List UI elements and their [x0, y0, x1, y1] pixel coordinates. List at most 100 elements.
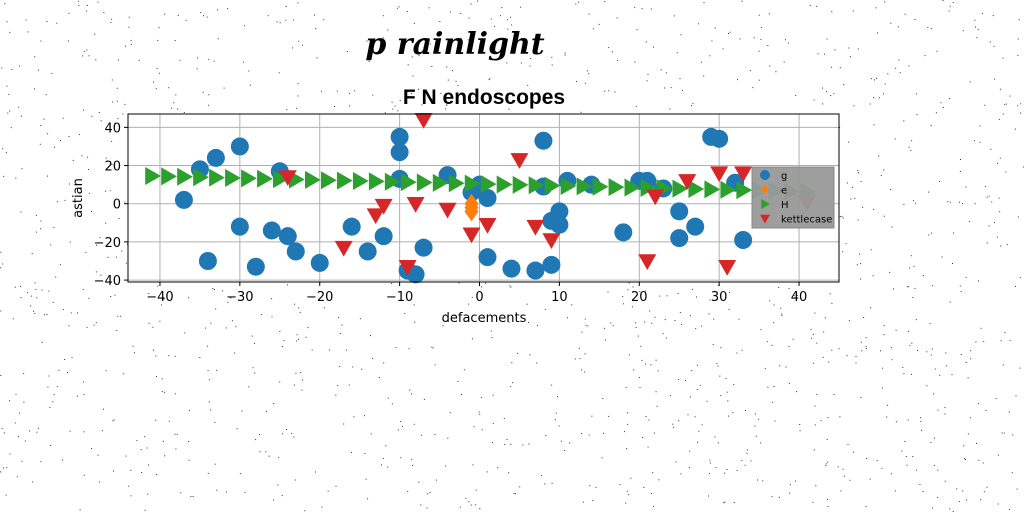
noise-dot: [48, 375, 50, 377]
noise-dot: [259, 434, 260, 436]
noise-dot: [651, 493, 653, 494]
noise-dot: [116, 87, 118, 89]
noise-dot: [88, 55, 90, 57]
noise-dot: [647, 446, 649, 448]
point-H: [720, 180, 737, 199]
noise-dot: [634, 61, 636, 63]
noise-dot: [645, 290, 647, 292]
noise-dot: [903, 373, 905, 375]
noise-dot: [265, 451, 267, 453]
noise-dot: [225, 491, 227, 493]
noise-dot: [3, 175, 5, 177]
noise-dot: [105, 222, 107, 224]
noise-dot: [197, 57, 198, 59]
noise-dot: [91, 115, 93, 117]
point-H: [161, 167, 177, 186]
noise-dot: [894, 490, 896, 492]
noise-dot: [760, 329, 762, 331]
noise-dot: [760, 442, 762, 444]
noise-dot: [520, 62, 522, 64]
noise-dot: [585, 324, 587, 326]
noise-dot: [974, 203, 976, 205]
noise-dot: [23, 373, 25, 375]
point-H: [608, 178, 625, 197]
noise-dot: [528, 322, 529, 323]
noise-dot: [348, 92, 350, 94]
noise-dot: [927, 27, 929, 28]
noise-dot: [207, 472, 209, 474]
point-e: [464, 201, 479, 222]
noise-dot: [778, 496, 780, 498]
y-tick-label: 0: [113, 198, 121, 213]
noise-dot: [828, 361, 830, 363]
point-kettlecase: [734, 166, 753, 183]
noise-dot: [895, 329, 897, 331]
noise-dot: [215, 308, 217, 310]
noise-dot: [764, 367, 766, 369]
noise-dot: [632, 286, 634, 288]
noise-dot: [208, 379, 210, 381]
noise-dot: [781, 314, 783, 316]
noise-dot: [963, 445, 965, 447]
noise-dot: [884, 1, 886, 3]
noise-dot: [608, 47, 610, 49]
noise-dot: [50, 244, 52, 246]
x-tick-label: 10: [551, 290, 568, 305]
noise-dot: [814, 405, 816, 407]
noise-dot: [962, 30, 964, 32]
noise-dot: [124, 201, 126, 203]
noise-dot: [520, 6, 522, 8]
noise-dot: [1004, 332, 1006, 334]
noise-dot: [960, 291, 962, 292]
noise-dot: [381, 464, 382, 466]
noise-dot: [130, 469, 132, 471]
noise-dot: [69, 241, 71, 243]
noise-dot: [1020, 103, 1022, 105]
noise-dot: [773, 386, 775, 387]
noise-dot: [110, 296, 112, 297]
noise-dot: [486, 471, 488, 473]
noise-dot: [17, 436, 19, 438]
noise-dot: [941, 256, 943, 258]
noise-dot: [391, 282, 393, 284]
noise-dot: [986, 486, 988, 488]
noise-dot: [610, 322, 612, 324]
legend-marker-g: [760, 170, 770, 180]
noise-dot: [296, 107, 298, 109]
noise-dot: [207, 345, 209, 347]
noise-dot: [116, 100, 118, 102]
noise-dot: [960, 354, 962, 355]
noise-dot: [795, 480, 796, 482]
noise-dot: [97, 1, 99, 3]
noise-dot: [7, 112, 9, 114]
noise-dot: [372, 94, 374, 96]
noise-dot: [52, 401, 54, 403]
noise-dot: [700, 325, 702, 327]
noise-dot: [889, 271, 891, 273]
noise-dot: [95, 322, 97, 324]
noise-dot: [10, 127, 12, 129]
noise-dot: [281, 346, 283, 347]
noise-dot: [511, 362, 513, 364]
noise-dot: [436, 479, 437, 481]
noise-dot: [56, 22, 58, 24]
noise-dot: [834, 49, 836, 51]
noise-dot: [49, 406, 51, 408]
noise-dot: [158, 27, 160, 29]
noise-dot: [635, 105, 637, 107]
noise-dot: [922, 275, 924, 276]
noise-dot: [860, 397, 862, 398]
noise-dot: [174, 40, 176, 41]
noise-dot: [18, 106, 20, 108]
noise-dot: [348, 384, 350, 386]
noise-dot: [30, 295, 32, 297]
x-tick-label: 0: [475, 290, 483, 305]
y-tick-label: 40: [104, 121, 121, 136]
noise-dot: [729, 31, 731, 33]
noise-dot: [592, 28, 594, 30]
noise-dot: [648, 419, 650, 421]
noise-dot: [296, 340, 298, 342]
noise-dot: [236, 428, 238, 430]
noise-dot: [650, 8, 652, 10]
noise-dot: [643, 487, 645, 488]
